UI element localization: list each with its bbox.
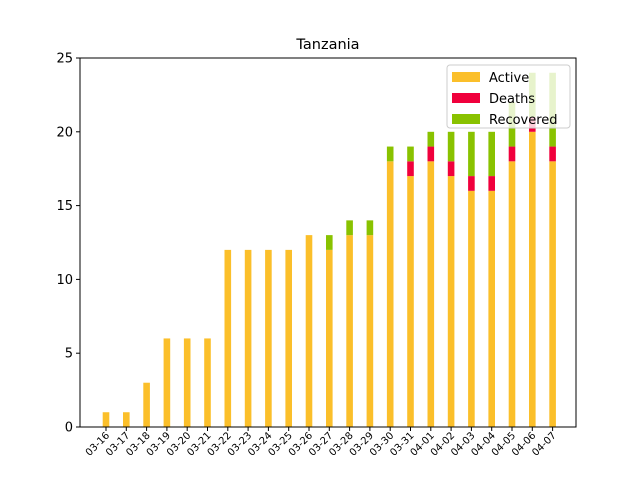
y-tick-label: 10 — [56, 273, 73, 288]
legend-swatch-recovered — [452, 114, 480, 124]
bar-active-03-22 — [224, 249, 232, 427]
bar-active-03-16 — [102, 412, 110, 427]
x-axis: 03-1603-1703-1803-1903-2003-2103-2203-23… — [84, 427, 559, 459]
bar-deaths-04-02 — [447, 161, 455, 177]
y-tick-label: 5 — [65, 347, 73, 362]
y-tick-label: 25 — [56, 52, 73, 67]
bar-recovered-04-04 — [488, 131, 495, 177]
bar-active-03-28 — [346, 235, 353, 427]
bar-active-03-21 — [204, 338, 211, 427]
bar-active-04-02 — [447, 176, 455, 427]
bar-active-04-01 — [427, 161, 435, 427]
bar-active-03-27 — [326, 249, 333, 427]
bar-active-03-23 — [244, 249, 252, 427]
plot-frame — [79, 57, 577, 428]
bar-active-03-19 — [163, 338, 171, 427]
bar-recovered-03-28 — [346, 220, 353, 236]
bar-active-04-07 — [549, 161, 556, 427]
bars-layer — [102, 72, 556, 428]
bar-active-03-30 — [386, 161, 394, 427]
y-tick-label: 20 — [56, 125, 73, 140]
bar-deaths-04-04 — [488, 176, 495, 191]
chart-title: Tanzania — [295, 37, 359, 53]
bar-active-04-05 — [508, 161, 516, 427]
bar-active-04-03 — [468, 190, 475, 427]
bar-recovered-04-03 — [468, 131, 475, 177]
bar-active-03-18 — [143, 382, 150, 427]
bar-active-03-31 — [407, 176, 414, 427]
y-axis: 0 5 10 15 20 25 — [56, 52, 80, 436]
legend-label-deaths: Deaths — [489, 92, 535, 107]
bar-deaths-04-03 — [468, 176, 475, 191]
bar-deaths-04-05 — [508, 146, 516, 162]
legend-label-active: Active — [489, 71, 529, 86]
legend: Active Deaths Recovered — [446, 64, 571, 129]
bar-active-04-06 — [529, 131, 536, 428]
bar-active-03-20 — [183, 338, 191, 427]
bar-deaths-03-31 — [407, 161, 414, 177]
bar-active-03-29 — [366, 235, 374, 427]
bar-recovered-04-02 — [447, 131, 455, 162]
bar-recovered-03-31 — [407, 146, 414, 162]
bar-recovered-03-29 — [366, 220, 374, 236]
bar-recovered-03-27 — [326, 235, 333, 250]
legend-swatch-deaths — [452, 93, 480, 103]
legend-label-recovered: Recovered — [489, 113, 558, 128]
bar-deaths-04-07 — [549, 146, 556, 162]
bar-deaths-04-01 — [427, 146, 435, 162]
bar-recovered-04-01 — [427, 131, 435, 147]
bar-recovered-03-30 — [386, 146, 394, 162]
bar-active-04-04 — [488, 190, 495, 427]
bar-active-03-17 — [123, 412, 130, 427]
y-tick-label: 0 — [65, 421, 73, 436]
bar-active-03-24 — [265, 249, 272, 427]
bar-active-03-25 — [285, 249, 292, 427]
y-tick-label: 15 — [56, 199, 73, 214]
bar-active-03-26 — [305, 235, 313, 427]
legend-swatch-active — [452, 72, 480, 82]
